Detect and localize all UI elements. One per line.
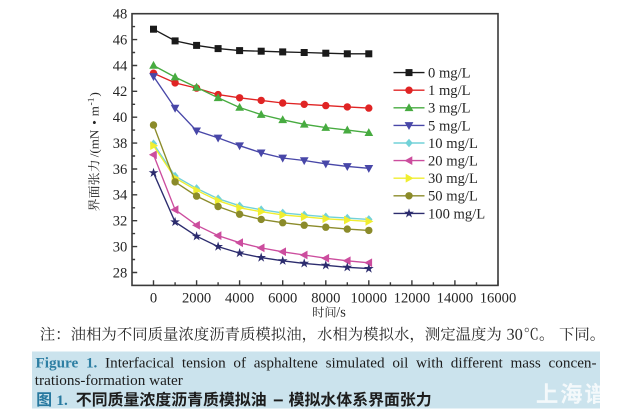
svg-text:30 mg/L: 30 mg/L: [428, 171, 478, 187]
svg-text:1 mg/L: 1 mg/L: [428, 83, 471, 99]
svg-text:20 mg/L: 20 mg/L: [428, 154, 478, 170]
svg-text:2000: 2000: [182, 290, 211, 306]
svg-text:3 mg/L: 3 mg/L: [428, 101, 471, 117]
svg-text:0: 0: [150, 290, 157, 306]
svg-text:14000: 14000: [437, 290, 473, 306]
svg-text:1.: 1.: [56, 392, 68, 409]
svg-text:12000: 12000: [394, 290, 430, 306]
svg-text:36: 36: [113, 162, 128, 178]
svg-text:46: 46: [113, 32, 128, 48]
svg-text:32: 32: [113, 214, 128, 230]
svg-text:10 mg/L: 10 mg/L: [428, 136, 478, 152]
svg-text:4000: 4000: [225, 290, 254, 306]
svg-text:30: 30: [113, 239, 128, 255]
svg-text:Figure 1. Interfacical tension: Figure 1. Interfacical tension of asphal…: [36, 355, 597, 372]
svg-text:40: 40: [113, 110, 128, 126]
svg-text:6000: 6000: [268, 290, 297, 306]
svg-text:34: 34: [113, 188, 128, 204]
svg-text:10000: 10000: [351, 290, 387, 306]
svg-text:42: 42: [113, 84, 128, 100]
svg-text:50 mg/L: 50 mg/L: [428, 189, 478, 205]
svg-text:38: 38: [113, 136, 128, 152]
svg-text:100 mg/L: 100 mg/L: [428, 206, 485, 222]
svg-text:28: 28: [113, 265, 128, 281]
svg-text:5 mg/L: 5 mg/L: [428, 118, 471, 134]
svg-text:trations-formation water: trations-formation water: [35, 372, 183, 389]
svg-text:8000: 8000: [311, 290, 340, 306]
svg-text:44: 44: [113, 58, 128, 74]
svg-text:0 mg/L: 0 mg/L: [428, 66, 471, 82]
svg-text:16000: 16000: [480, 290, 516, 306]
svg-text:48: 48: [113, 7, 128, 23]
